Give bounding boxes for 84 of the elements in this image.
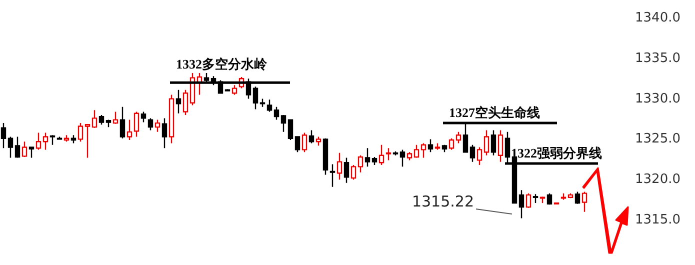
candlestick xyxy=(302,132,308,153)
candlestick xyxy=(350,164,356,180)
candlestick xyxy=(232,84,238,96)
candlestick xyxy=(8,136,14,158)
candlestick xyxy=(392,150,398,156)
candlestick xyxy=(106,119,112,128)
candlestick xyxy=(84,124,90,158)
candlestick xyxy=(196,72,202,96)
candlestick xyxy=(50,134,56,146)
candlestick xyxy=(400,149,406,168)
candlestick xyxy=(78,122,84,142)
candlestick xyxy=(336,152,342,180)
y-tick-label: 1325.0 xyxy=(635,132,680,147)
candlestick xyxy=(168,94,174,144)
candlestick xyxy=(42,132,48,150)
candlestick xyxy=(476,146,482,166)
candlestick xyxy=(56,136,62,140)
candlestick xyxy=(434,142,440,150)
candlestick xyxy=(308,130,314,144)
candlestick xyxy=(92,110,98,128)
candlestick xyxy=(490,130,496,156)
candlestick xyxy=(162,118,168,149)
y-tick-label: 1340.0 xyxy=(635,10,680,26)
candlestick xyxy=(14,136,20,158)
candlestick xyxy=(456,131,462,144)
candlestick xyxy=(406,152,412,161)
candlestick xyxy=(280,114,286,133)
candlestick xyxy=(498,130,504,162)
candlestick xyxy=(582,191,588,213)
candlestick xyxy=(182,89,188,116)
candlestick xyxy=(560,192,566,200)
annotation: 1315.22 xyxy=(412,192,474,210)
candlestick xyxy=(274,106,280,120)
candlestick xyxy=(344,157,350,184)
candlestick xyxy=(448,138,454,150)
candlestick xyxy=(378,144,384,166)
candlestick xyxy=(148,118,154,131)
candlestick xyxy=(442,144,448,153)
candlestick xyxy=(518,190,524,219)
candlestick xyxy=(36,132,42,150)
candlestick xyxy=(358,154,364,173)
candlestick xyxy=(428,138,434,153)
candlestick xyxy=(260,98,266,108)
candlestick xyxy=(176,89,182,114)
candlestick xyxy=(154,119,160,133)
candlestick xyxy=(546,192,552,206)
candlestick xyxy=(120,106,126,139)
candlestick xyxy=(288,119,294,141)
candlestick xyxy=(420,142,426,158)
candlestick xyxy=(386,147,392,161)
candlestick xyxy=(364,147,370,168)
candlestick xyxy=(140,111,146,123)
y-tick-label: 1330.0 xyxy=(635,91,680,106)
candlestick xyxy=(322,138,328,176)
candlestick xyxy=(0,122,6,149)
candlestick xyxy=(126,119,132,141)
candlestick xyxy=(526,192,532,208)
candlestick xyxy=(470,144,476,162)
candlestick xyxy=(64,134,70,142)
candlestick xyxy=(70,134,76,144)
candlestick xyxy=(414,144,420,158)
y-tick-label: 1320.0 xyxy=(635,172,680,188)
candlestick xyxy=(316,136,322,146)
candlestick xyxy=(98,114,104,126)
candlestick xyxy=(330,164,336,188)
candlestick xyxy=(294,136,300,153)
candlestick xyxy=(574,191,580,204)
candlestick xyxy=(112,111,118,124)
candlestick xyxy=(372,156,378,166)
candlestick xyxy=(22,141,28,158)
candlestick xyxy=(568,192,574,199)
y-tick-label: 1315.0 xyxy=(635,212,680,228)
candlestick xyxy=(224,88,230,92)
candlestick xyxy=(252,86,258,110)
ref-line-label: 1332多空分水岭 xyxy=(176,56,268,72)
candlestick xyxy=(28,146,34,158)
candlestick xyxy=(540,196,546,204)
candlestick xyxy=(484,130,490,156)
candlestick xyxy=(134,111,140,138)
ref-line-label: 1327空头生命线 xyxy=(449,105,540,120)
candlestick xyxy=(532,194,538,204)
candlestick xyxy=(190,72,196,106)
y-tick-label: 1335.0 xyxy=(635,50,680,66)
candlestick xyxy=(266,99,272,112)
